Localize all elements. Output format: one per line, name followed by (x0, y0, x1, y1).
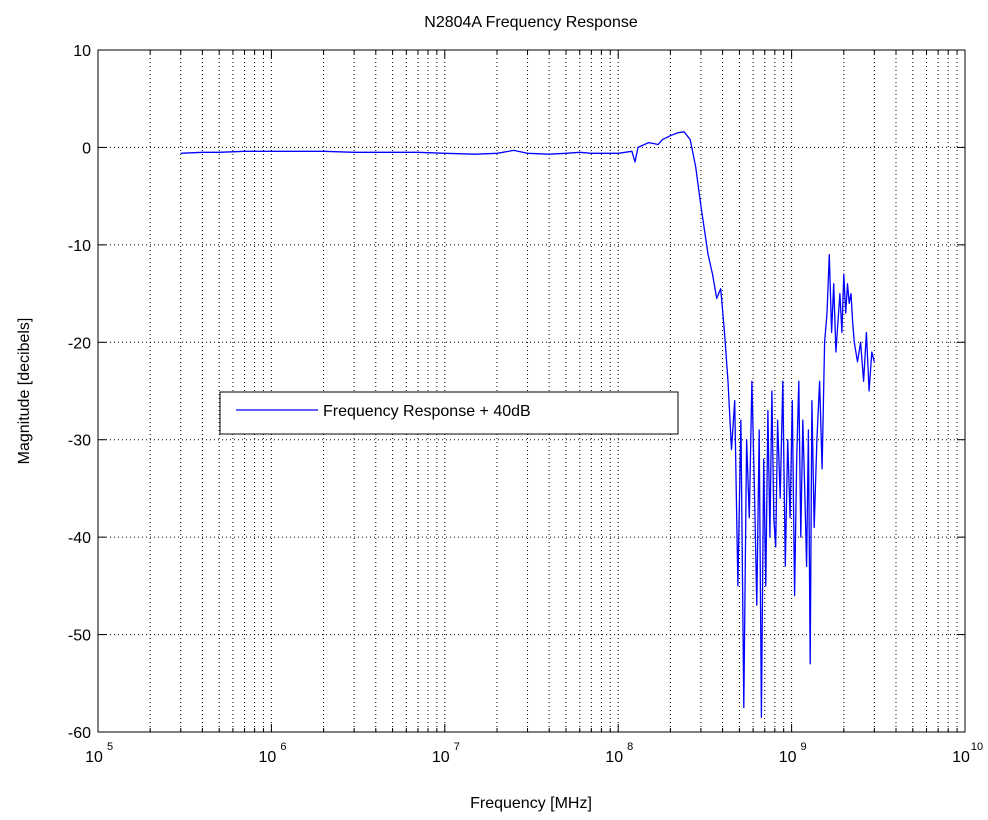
x-tick-label: 10 (432, 749, 450, 766)
axis-ticks (98, 49, 965, 733)
vertical-gridlines (149, 50, 958, 732)
x-tick-exponent: 10 (971, 741, 983, 753)
chart-title: N2804A Frequency Response (424, 14, 638, 31)
series-line (180, 131, 875, 719)
x-tick-exponent: 8 (627, 741, 633, 753)
legend-label: Frequency Response + 40dB (323, 403, 531, 420)
x-tick-exponent: 5 (107, 741, 113, 753)
y-tick-label: -10 (68, 238, 91, 255)
y-tick-labels: 10 0 -10 -20 -30 -40 -50 -60 (68, 43, 91, 742)
y-tick-label: 10 (73, 43, 91, 60)
legend: Frequency Response + 40dB (219, 391, 679, 435)
plot-area-frame (97, 49, 966, 733)
y-tick-label: -30 (68, 433, 91, 450)
x-tick-exponent: 9 (801, 741, 807, 753)
legend-box (219, 391, 679, 435)
series-layer (180, 131, 875, 719)
y-tick-label: -20 (68, 335, 91, 352)
x-tick-label: 10 (952, 749, 970, 766)
y-tick-label: -40 (68, 530, 91, 547)
horizontal-gridlines (98, 146, 965, 636)
x-tick-exponent: 7 (454, 741, 460, 753)
x-tick-exponent: 6 (280, 741, 286, 753)
y-axis-label: Magnitude [decibels] (16, 318, 33, 465)
y-tick-label: -50 (68, 628, 91, 645)
x-tick-label: 10 (779, 749, 797, 766)
y-tick-label: -60 (68, 725, 91, 742)
x-tick-label: 10 (85, 749, 103, 766)
x-tick-label: 10 (259, 749, 277, 766)
y-tick-label: 0 (82, 140, 91, 157)
x-axis-label: Frequency [MHz] (470, 795, 592, 812)
x-tick-label: 10 (605, 749, 623, 766)
